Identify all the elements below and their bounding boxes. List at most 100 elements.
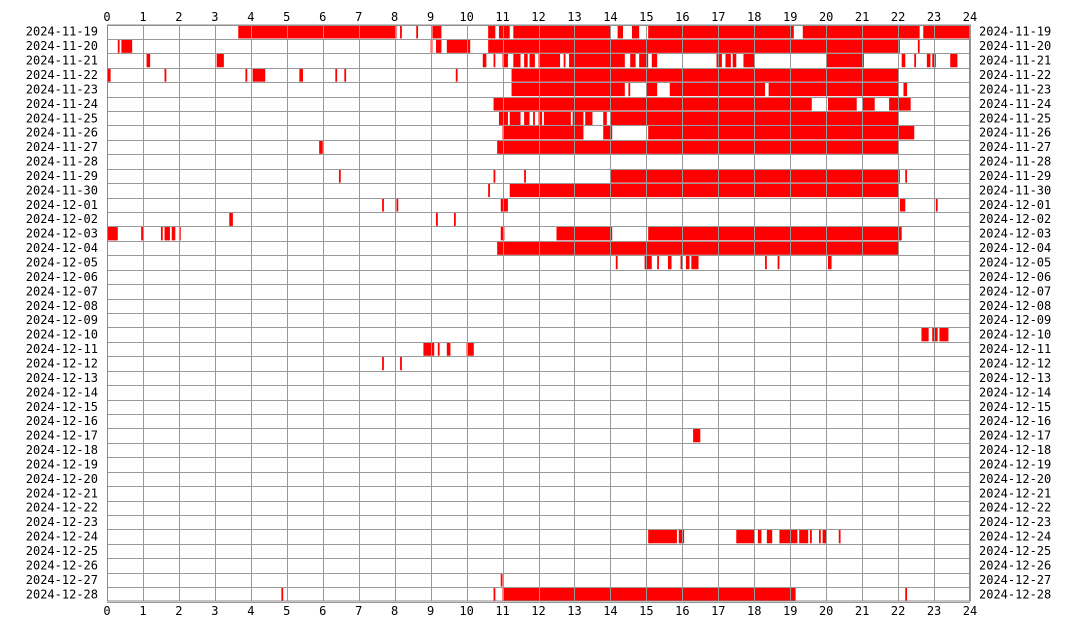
x-tick-label: 8 (391, 604, 398, 618)
y-date-label: 2024-11-30 (26, 183, 98, 197)
y-date-label: 2024-11-20 (979, 39, 1051, 53)
activity-bar (950, 53, 958, 68)
activity-bar (466, 342, 474, 356)
y-date-label: 2024-11-29 (26, 169, 98, 183)
activity-bar (822, 529, 827, 544)
x-tick-label: 1 (139, 604, 146, 618)
activity-bar (299, 68, 303, 82)
activity-bar (141, 226, 143, 241)
x-tick-label: 21 (855, 10, 869, 24)
activity-bar (743, 53, 755, 68)
y-date-label: 2024-12-28 (26, 587, 98, 601)
x-tick-label: 18 (747, 604, 761, 618)
y-date-label: 2024-12-07 (26, 284, 98, 298)
y-date-label: 2024-12-26 (979, 558, 1051, 572)
activity-bar (669, 82, 766, 97)
y-date-label: 2024-12-17 (26, 429, 98, 443)
activity-bar (648, 25, 794, 39)
plot-frame (107, 24, 970, 602)
activity-bar (826, 53, 864, 68)
activity-bar (809, 529, 812, 544)
activity-bar (344, 68, 347, 82)
y-date-label: 2024-12-01 (26, 198, 98, 212)
x-tick-label: 24 (963, 604, 977, 618)
activity-bar (768, 82, 899, 97)
x-tick-label: 13 (567, 10, 581, 24)
activity-bar (935, 198, 938, 212)
activity-bar (603, 111, 607, 125)
activity-bar (533, 111, 535, 125)
y-date-label: 2024-12-15 (979, 400, 1051, 414)
activity-bar (117, 39, 120, 53)
activity-bar (765, 255, 767, 270)
y-date-label: 2024-12-24 (26, 530, 98, 544)
y-date-label: 2024-11-22 (979, 68, 1051, 82)
y-date-label: 2024-11-26 (979, 126, 1051, 140)
activity-bar (628, 82, 631, 97)
x-tick-label: 3 (211, 604, 218, 618)
activity-bar (229, 212, 233, 226)
activity-bar (382, 198, 384, 212)
y-date-label: 2024-12-14 (979, 385, 1051, 399)
x-tick-label: 13 (567, 604, 581, 618)
activity-bar (436, 212, 438, 226)
x-tick-label: 19 (783, 604, 797, 618)
y-date-label: 2024-12-06 (979, 270, 1051, 284)
x-tick-label: 21 (855, 604, 869, 618)
y-date-label: 2024-12-21 (979, 486, 1051, 500)
y-date-label: 2024-12-22 (979, 501, 1051, 515)
activity-bar (736, 529, 755, 544)
y-date-label: 2024-11-25 (979, 111, 1051, 125)
x-tick-label: 16 (675, 10, 689, 24)
activity-bar (799, 529, 809, 544)
activity-bar (497, 241, 899, 255)
activity-bar (238, 25, 397, 39)
y-date-label: 2024-12-05 (979, 256, 1051, 270)
activity-bar (889, 97, 911, 111)
y-date-label: 2024-12-05 (26, 256, 98, 270)
x-tick-label: 18 (747, 10, 761, 24)
activity-bar (538, 53, 561, 68)
activity-bar (657, 255, 659, 270)
chart-grid (107, 24, 971, 603)
y-date-label: 2024-12-04 (979, 241, 1051, 255)
y-date-label: 2024-12-07 (979, 284, 1051, 298)
y-date-label: 2024-11-21 (26, 54, 98, 68)
y-date-label: 2024-12-23 (26, 515, 98, 529)
activity-bar (631, 25, 640, 39)
y-date-label: 2024-12-21 (26, 486, 98, 500)
activity-bar (572, 111, 584, 125)
activity-bar (488, 183, 490, 198)
activity-bar (493, 97, 812, 111)
x-tick-label: 4 (247, 604, 254, 618)
y-date-label: 2024-11-22 (26, 68, 98, 82)
y-date-label: 2024-12-02 (979, 212, 1051, 226)
activity-bar (862, 97, 875, 111)
x-tick-label: 12 (531, 604, 545, 618)
activity-bar (497, 140, 899, 154)
x-tick-label: 15 (639, 604, 653, 618)
activity-bar (556, 226, 613, 241)
activity-bar (563, 53, 566, 68)
y-date-label: 2024-12-13 (979, 371, 1051, 385)
x-tick-label: 17 (711, 604, 725, 618)
y-date-label: 2024-12-03 (26, 227, 98, 241)
x-tick-label: 8 (391, 10, 398, 24)
activity-bar (160, 226, 163, 241)
y-date-label: 2024-12-22 (26, 501, 98, 515)
x-tick-label: 2 (175, 604, 182, 618)
activity-bar (716, 53, 722, 68)
y-date-label: 2024-12-14 (26, 385, 98, 399)
activity-bar (382, 356, 384, 371)
y-date-label: 2024-12-27 (26, 573, 98, 587)
x-tick-label: 10 (459, 604, 473, 618)
y-date-label: 2024-12-19 (26, 457, 98, 471)
y-date-label: 2024-12-11 (26, 342, 98, 356)
activity-bar (146, 53, 151, 68)
x-tick-label: 20 (819, 604, 833, 618)
activity-bar (432, 25, 442, 39)
y-date-label: 2024-12-11 (979, 342, 1051, 356)
activity-bar (493, 587, 496, 601)
x-tick-label: 23 (927, 604, 941, 618)
activity-bar (538, 111, 543, 125)
